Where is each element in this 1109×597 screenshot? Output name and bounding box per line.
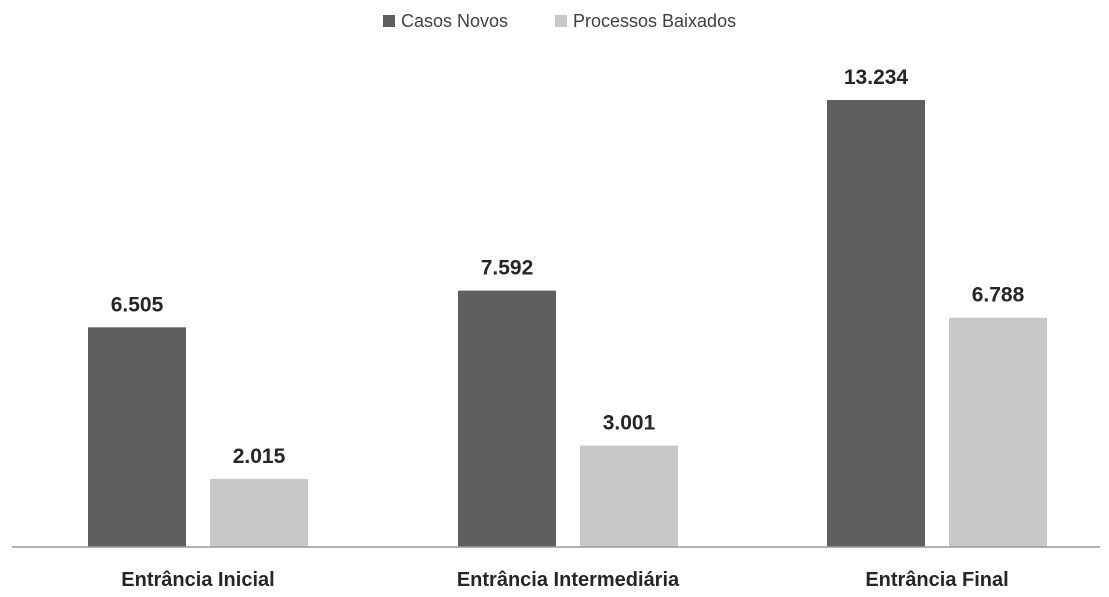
x-tick-label-2: Entrância Intermediária (457, 569, 680, 591)
data-label-processos-baixados-3: 6.788 (972, 284, 1025, 307)
value-labels-group: 6.505 2.015 7.592 3.001 13.234 6.788 (111, 66, 1025, 468)
data-label-processos-baixados-2: 3.001 (603, 412, 656, 435)
bar-processos-baixados-2 (580, 445, 678, 547)
bar-processos-baixados-1 (210, 478, 308, 547)
legend-label-processos-baixados: Processos Baixados (573, 11, 736, 31)
bar-casos-novos-1 (88, 327, 186, 547)
legend: Casos Novos Processos Baixados (383, 11, 736, 31)
data-label-casos-novos-3: 13.234 (844, 66, 909, 89)
bar-casos-novos-2 (458, 290, 556, 547)
x-tick-label-3: Entrância Final (865, 569, 1008, 591)
data-label-casos-novos-2: 7.592 (481, 257, 534, 280)
data-label-processos-baixados-1: 2.015 (233, 445, 286, 468)
legend-swatch-processos-baixados (555, 15, 567, 27)
bar-processos-baixados-3 (949, 317, 1047, 547)
x-axis-tick-labels: Entrância Inicial Entrância Intermediária… (121, 569, 1008, 591)
data-label-casos-novos-1: 6.505 (111, 293, 164, 316)
legend-swatch-casos-novos (383, 15, 395, 27)
bar-casos-novos-3 (827, 100, 925, 547)
legend-label-casos-novos: Casos Novos (401, 11, 508, 31)
x-tick-label-1: Entrância Inicial (121, 569, 274, 591)
bars-group (88, 100, 1047, 547)
